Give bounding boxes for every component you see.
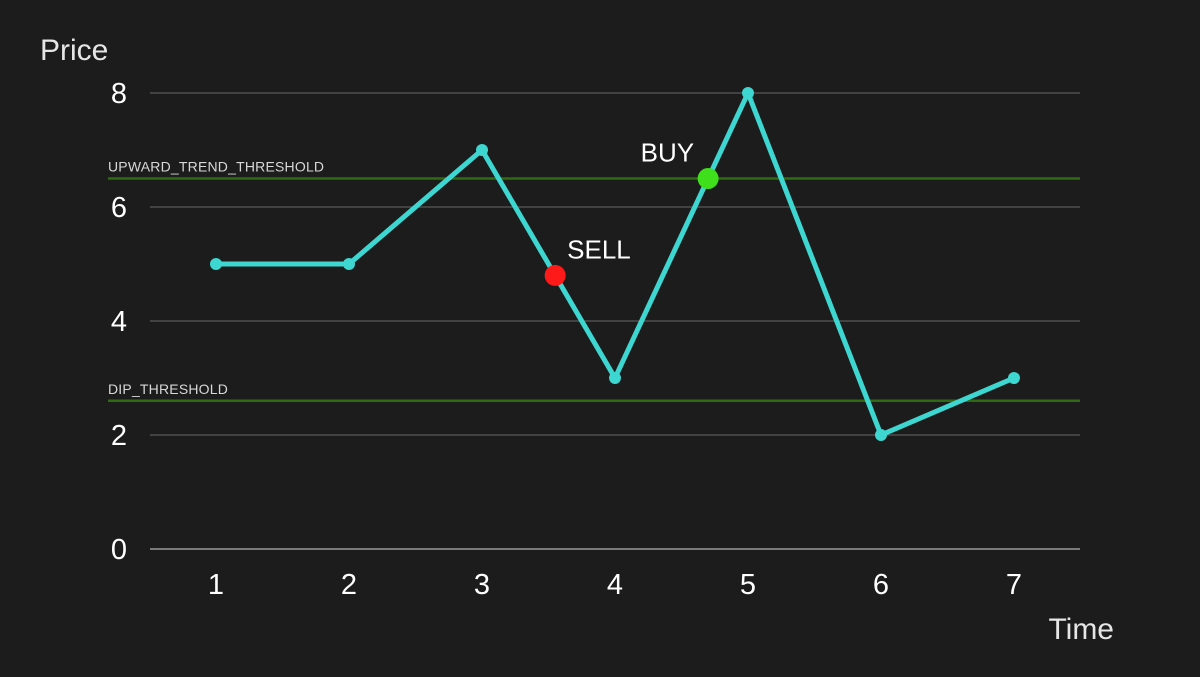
price-series xyxy=(210,87,1020,441)
x-axis-title: Time xyxy=(1048,613,1114,646)
y-tick-label: 4 xyxy=(111,306,127,338)
buy-signal-marker xyxy=(697,168,719,189)
y-tick-label: 6 xyxy=(111,192,127,224)
y-tick-label: 0 xyxy=(111,534,127,566)
trade-signals: SELL BUY xyxy=(544,138,719,286)
data-point xyxy=(609,372,621,384)
data-point xyxy=(1008,372,1020,384)
x-tick-label: 3 xyxy=(474,569,490,601)
data-point xyxy=(742,87,754,99)
data-point xyxy=(476,144,488,156)
y-axis-title: Price xyxy=(40,34,108,67)
y-tick-label: 8 xyxy=(111,78,127,110)
buy-signal-label: BUY xyxy=(641,138,694,168)
data-point xyxy=(875,429,887,441)
x-tick-label: 7 xyxy=(1006,569,1022,601)
tick-labels: 0 2 4 6 8 1 2 3 4 5 6 7 xyxy=(111,78,1022,601)
data-point xyxy=(343,258,355,270)
x-tick-label: 5 xyxy=(740,569,756,601)
x-tick-label: 4 xyxy=(607,569,623,601)
data-point xyxy=(210,258,222,270)
y-tick-label: 2 xyxy=(111,420,127,452)
x-tick-label: 1 xyxy=(208,569,224,601)
threshold-label: UPWARD_TREND_THRESHOLD xyxy=(108,159,324,175)
x-tick-label: 6 xyxy=(873,569,889,601)
sell-signal-label: SELL xyxy=(567,234,631,264)
sell-signal-marker xyxy=(544,264,566,286)
threshold-lines: UPWARD_TREND_THRESHOLD DIP_THRESHOLD xyxy=(108,159,1080,403)
grid-lines xyxy=(150,92,1080,550)
x-tick-label: 2 xyxy=(341,569,357,601)
threshold-label: DIP_THRESHOLD xyxy=(108,381,228,397)
